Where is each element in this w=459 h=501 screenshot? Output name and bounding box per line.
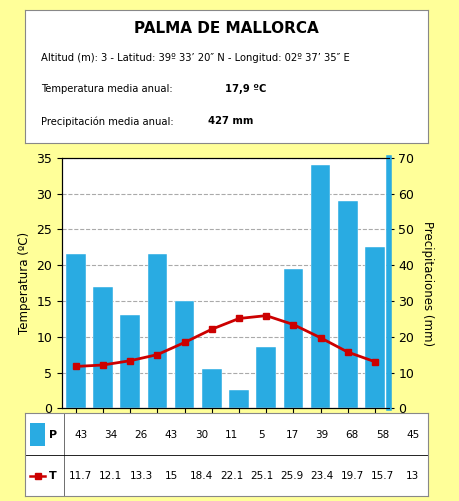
- Text: P: P: [49, 430, 56, 440]
- Text: 18.4: 18.4: [190, 471, 213, 481]
- Text: 427 mm: 427 mm: [208, 116, 253, 126]
- Text: 68: 68: [345, 430, 358, 440]
- Bar: [202, 369, 221, 408]
- Text: 11.7: 11.7: [69, 471, 92, 481]
- Text: 26: 26: [134, 430, 147, 440]
- Text: 34: 34: [104, 430, 117, 440]
- Text: 17: 17: [285, 430, 298, 440]
- Text: 15: 15: [164, 471, 178, 481]
- Text: 23.4: 23.4: [310, 471, 333, 481]
- Text: 12.1: 12.1: [99, 471, 122, 481]
- Text: 43: 43: [74, 430, 87, 440]
- Text: 25.1: 25.1: [250, 471, 273, 481]
- Bar: [66, 255, 85, 408]
- Text: 30: 30: [195, 430, 207, 440]
- Text: Precipitación media anual:: Precipitación media anual:: [41, 116, 177, 127]
- Bar: [120, 315, 140, 408]
- Text: Altitud (m): 3 - Latitud: 39º 33’ 20″ N - Longitud: 02º 37’ 35″ E: Altitud (m): 3 - Latitud: 39º 33’ 20″ N …: [41, 53, 349, 63]
- Bar: [337, 201, 357, 408]
- Text: 43: 43: [164, 430, 178, 440]
- Text: 13: 13: [405, 471, 419, 481]
- Text: 17,9 ºC: 17,9 ºC: [224, 84, 265, 94]
- Bar: [174, 301, 194, 408]
- Y-axis label: Precipitaciones (mm): Precipitaciones (mm): [420, 220, 433, 346]
- Text: 5: 5: [258, 430, 264, 440]
- Bar: [256, 348, 275, 408]
- Bar: [364, 247, 384, 408]
- Text: 58: 58: [375, 430, 388, 440]
- Text: 15.7: 15.7: [370, 471, 393, 481]
- Y-axis label: Temperatura (ºC): Temperatura (ºC): [18, 232, 31, 334]
- Text: 13.3: 13.3: [129, 471, 152, 481]
- Text: 39: 39: [315, 430, 328, 440]
- FancyBboxPatch shape: [30, 423, 45, 446]
- Text: 11: 11: [224, 430, 238, 440]
- Bar: [229, 390, 248, 408]
- Text: 22.1: 22.1: [219, 471, 243, 481]
- Text: Temperatura media anual:: Temperatura media anual:: [41, 84, 176, 94]
- Bar: [283, 269, 302, 408]
- Bar: [93, 287, 112, 408]
- Bar: [310, 165, 330, 408]
- Text: 19.7: 19.7: [340, 471, 363, 481]
- Bar: [147, 255, 167, 408]
- Text: 45: 45: [405, 430, 419, 440]
- Text: T: T: [49, 471, 56, 481]
- Text: 25.9: 25.9: [280, 471, 303, 481]
- Text: PALMA DE MALLORCA: PALMA DE MALLORCA: [134, 21, 318, 36]
